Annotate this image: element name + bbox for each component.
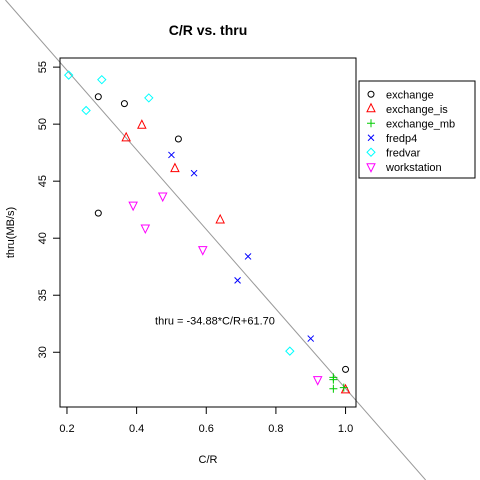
y-tick-label-3: 45: [37, 175, 49, 187]
point-exchange-2: [174, 135, 182, 143]
point-fredp4-3: [234, 277, 241, 284]
point-exchange_mb-3: [339, 383, 348, 392]
x-tick-label-4: 1.0: [338, 423, 353, 435]
chart-title: C/R vs. thru: [169, 22, 248, 38]
x-tick-label-3: 0.8: [268, 423, 283, 435]
point-exchange-0: [94, 93, 102, 101]
legend-label-fredp4: fredp4: [386, 133, 417, 145]
point-exchange_is-2: [170, 162, 180, 173]
point-exchange_is-1: [121, 131, 131, 142]
legend: exchange exchange_is exchange_mb fredp4 fred…: [358, 80, 476, 179]
legend-label-exchange: exchange: [386, 89, 434, 101]
point-workstation-2: [140, 224, 151, 235]
legend-box: [358, 80, 476, 179]
legend-marker-fredp4: [367, 134, 375, 142]
y-tick-label-5: 55: [37, 61, 49, 73]
point-fredp4-1: [190, 169, 198, 177]
x-tick-label-2: 0.6: [199, 423, 214, 435]
point-fredvar-1: [97, 74, 107, 85]
point-workstation-3: [197, 246, 208, 256]
legend-marker-exchange_mb: [367, 119, 375, 128]
point-exchange_mb-1: [329, 373, 338, 382]
point-fredvar-2: [144, 93, 154, 103]
x-axis-title: C/R: [199, 454, 218, 466]
x-tick-label-1: 0.4: [129, 423, 144, 435]
data-points: [63, 70, 351, 394]
point-workstation-0: [157, 192, 168, 203]
y-tick-label-0: 30: [37, 346, 49, 358]
point-exchange-1: [120, 100, 128, 108]
regression-equation-label: thru = -34.88*C/R+61.70: [155, 315, 275, 327]
legend-label-exchange_is: exchange_is: [386, 104, 448, 116]
y-axis-title: thru(MB/s): [5, 207, 17, 258]
point-workstation-1: [128, 201, 138, 212]
legend-marker-exchange_is: [366, 102, 376, 113]
point-fredvar-4: [285, 346, 295, 356]
point-exchange_is-3: [215, 213, 225, 224]
x-tick-label-0: 0.2: [59, 423, 74, 435]
point-workstation-4: [312, 376, 323, 386]
point-exchange_is-0: [137, 119, 147, 129]
point-fredp4-2: [244, 253, 252, 260]
x-axis: 0.2 0.4 0.6 0.8 1.0: [59, 406, 353, 435]
legend-label-fredvar: fredvar: [386, 147, 421, 159]
legend-label-exchange_mb: exchange_mb: [386, 118, 455, 130]
y-tick-label-1: 35: [37, 289, 49, 301]
point-fredvar-0: [63, 70, 74, 80]
point-exchange-4: [342, 365, 350, 373]
y-axis: 30 35 40 45 50 55: [37, 61, 60, 358]
point-exchange_mb-2: [329, 384, 338, 393]
legend-marker-exchange: [367, 90, 375, 98]
point-exchange-3: [94, 209, 102, 217]
legend-marker-fredvar: [366, 147, 376, 157]
y-tick-label-2: 40: [37, 232, 49, 244]
point-fredvar-3: [81, 105, 91, 116]
legend-marker-workstation: [366, 163, 376, 173]
point-fredp4-4: [307, 335, 315, 342]
y-tick-label-4: 50: [37, 118, 49, 130]
plot-frame: [59, 57, 357, 408]
point-fredp4-0: [168, 151, 175, 159]
legend-label-workstation: workstation: [385, 162, 442, 174]
